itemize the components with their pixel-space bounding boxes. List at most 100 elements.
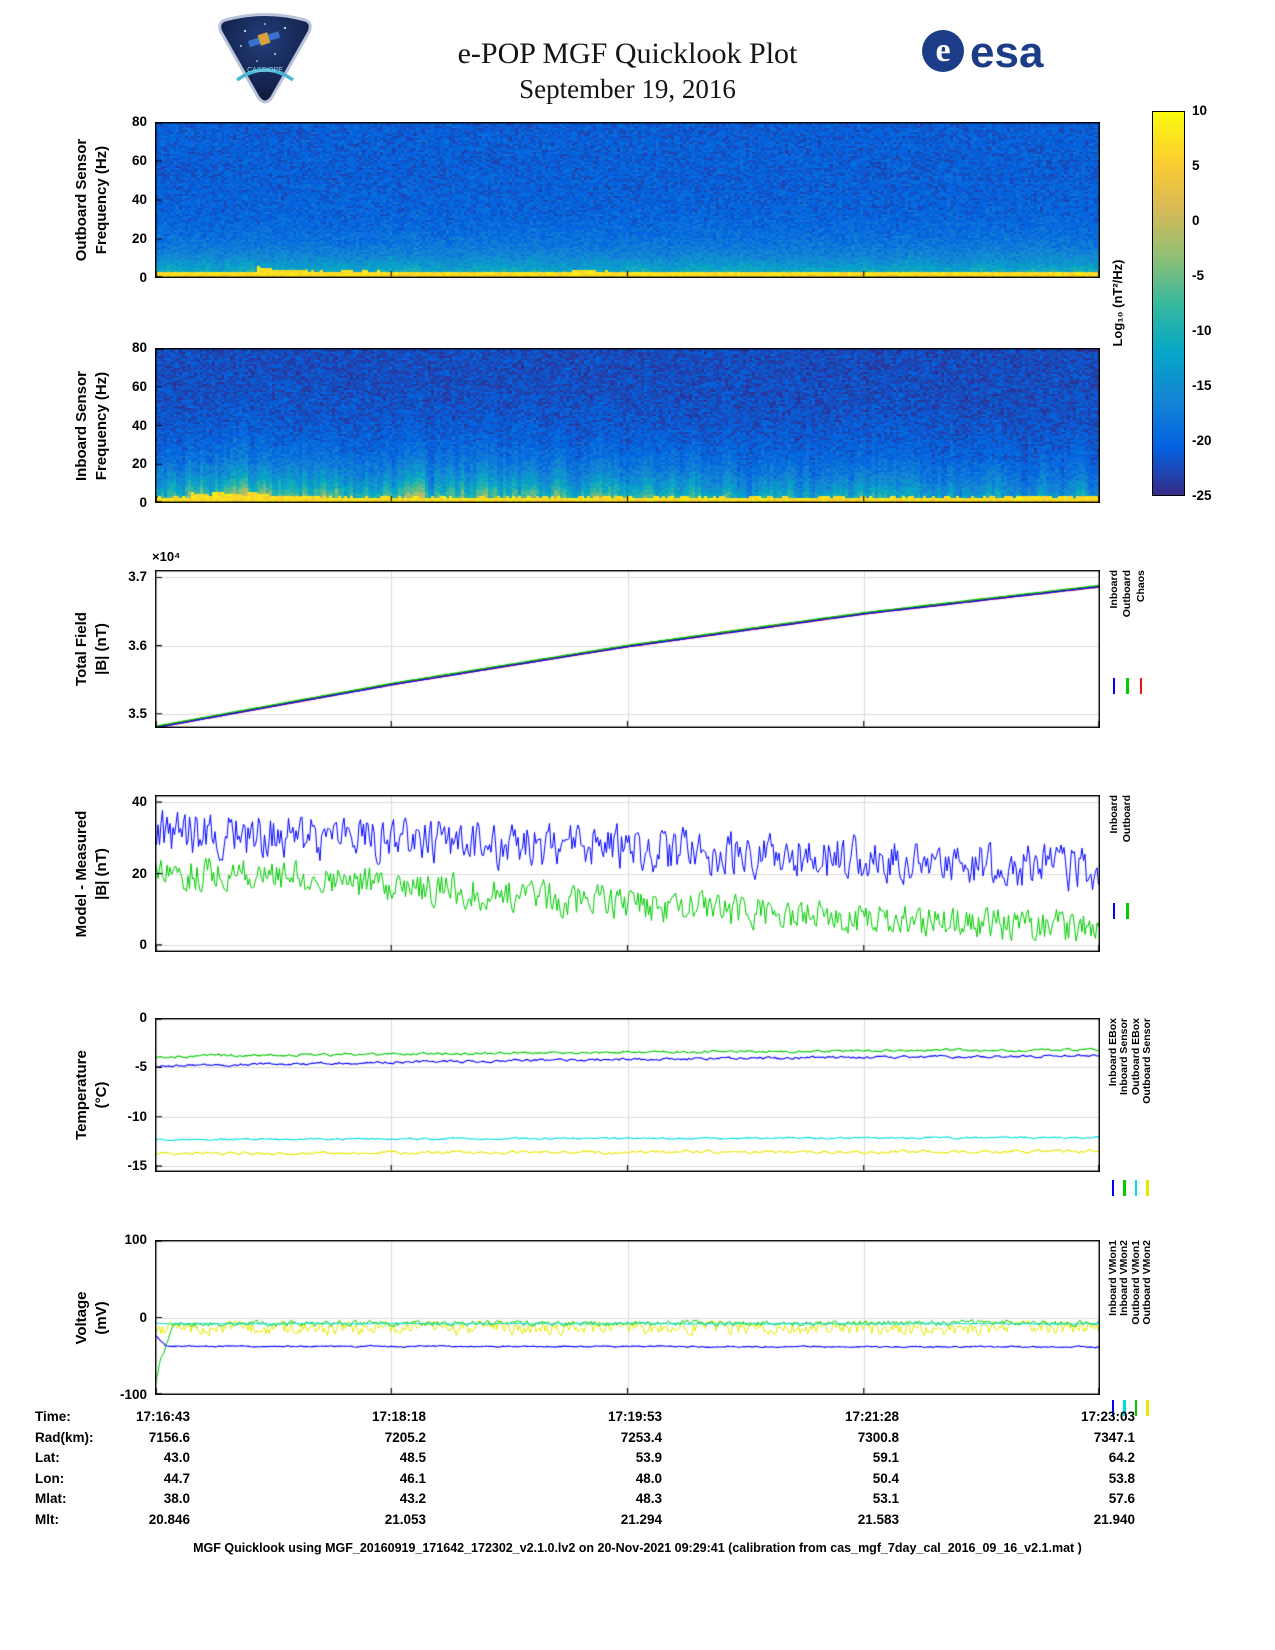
inboard-spectrogram-ytick: 60 bbox=[131, 378, 147, 394]
mission-name-text: CASSIOPE bbox=[247, 67, 283, 74]
footer-cell: 17:16:43 bbox=[135, 1409, 190, 1424]
footer-cell: 53.1 bbox=[872, 1491, 899, 1507]
footer-row-label: Lat: bbox=[35, 1450, 60, 1466]
temperature-plot bbox=[155, 1018, 1100, 1172]
outboard-spectrogram-ytick: 20 bbox=[131, 231, 147, 246]
voltage-ytick: 0 bbox=[139, 1309, 147, 1325]
legend-label: Outboard VMon1 bbox=[1129, 1240, 1142, 1325]
voltage-legend: Inboard VMon1 Inboard VMon2 Outboard VMon1… bbox=[1107, 1240, 1153, 1465]
footer-row-label: Lon: bbox=[35, 1470, 65, 1486]
footer-row-label: Time: bbox=[35, 1409, 71, 1424]
footer-cell: 21.294 bbox=[620, 1512, 662, 1527]
footer-cell: 64.2 bbox=[1108, 1450, 1135, 1466]
footer-cell: 7205.2 bbox=[384, 1429, 426, 1445]
model-minus-measured-panel bbox=[155, 795, 1100, 952]
total-field-legend: Inboard Outboard Chaos bbox=[1107, 570, 1148, 798]
legend-label: Inboard Sensor bbox=[1118, 1018, 1131, 1096]
legend-entry: Outboard VMon1 bbox=[1130, 1240, 1142, 1465]
footer-cell: 46.1 bbox=[399, 1470, 426, 1486]
voltage-panel bbox=[155, 1240, 1100, 1395]
footer-cell: 7347.1 bbox=[1093, 1429, 1135, 1445]
legend-entry: Inboard VMon2 bbox=[1118, 1240, 1130, 1465]
colorbar-tick: 5 bbox=[1192, 158, 1200, 173]
total-field-ytick: 3.6 bbox=[128, 637, 147, 653]
footer-cell: 20.846 bbox=[148, 1512, 190, 1527]
model-minus-measured-plot bbox=[155, 795, 1100, 952]
legend-color-dash bbox=[1146, 1180, 1149, 1196]
legend-color-dash bbox=[1111, 1180, 1114, 1196]
legend-entry: Outboard bbox=[1121, 570, 1135, 798]
outboard-spectrogram-ytick: 40 bbox=[131, 192, 147, 207]
colorbar-label-text: Log₁₀ (nT²/Hz) bbox=[1110, 259, 1125, 347]
outboard-spectrogram-ytick: 60 bbox=[131, 153, 147, 168]
colorbar-tick: -25 bbox=[1192, 488, 1212, 503]
footer-cell: 7300.8 bbox=[857, 1429, 899, 1445]
legend-entry: Inboard EBox bbox=[1107, 1018, 1119, 1242]
esa-wordmark: esa bbox=[970, 28, 1044, 77]
cassiope-patch-icon: CASSIOPE bbox=[218, 13, 312, 104]
outboard-spectrogram-ytick: 80 bbox=[131, 114, 147, 129]
satellite-icon bbox=[247, 31, 281, 48]
page-title: e-POP MGF Quicklook Plot bbox=[457, 37, 798, 70]
esa-globe-icon bbox=[922, 30, 964, 72]
inboard-spectrogram-plot bbox=[155, 348, 1100, 503]
temperature-ytick: -10 bbox=[127, 1108, 147, 1124]
footer-cell: 21.583 bbox=[857, 1512, 899, 1527]
footer-cell: 21.940 bbox=[1093, 1512, 1135, 1527]
model-minus-measured-ytick: 0 bbox=[139, 936, 147, 952]
footer-cell: 17:19:53 bbox=[607, 1409, 662, 1424]
footer-cell: 59.1 bbox=[872, 1450, 899, 1466]
legend-color-dash bbox=[1139, 678, 1142, 694]
model-minus-measured-ytick: 40 bbox=[131, 794, 147, 810]
legend-label: Inboard EBox bbox=[1106, 1018, 1119, 1087]
footer-cell: 44.7 bbox=[163, 1470, 190, 1486]
legend-label: Outboard bbox=[1121, 570, 1134, 618]
voltage-plot bbox=[155, 1240, 1100, 1395]
colorbar-tick: -5 bbox=[1192, 268, 1205, 283]
legend-entry: Inboard bbox=[1107, 795, 1121, 1022]
footer-cell: 7253.4 bbox=[620, 1429, 662, 1445]
total-field-plot bbox=[155, 570, 1100, 728]
footer-cell: 17:23:03 bbox=[1080, 1409, 1135, 1424]
legend-entry: Outboard EBox bbox=[1130, 1018, 1142, 1242]
inboard-spectrogram-panel bbox=[155, 348, 1100, 503]
legend-entry: Chaos bbox=[1134, 570, 1148, 798]
total-field-scale-label: ×10⁴ bbox=[152, 549, 181, 564]
temperature-ytick: -15 bbox=[127, 1158, 147, 1174]
footer-cell: 38.0 bbox=[163, 1491, 190, 1507]
title-block: e-POP MGF Quicklook Plot September 19, 2… bbox=[0, 36, 1255, 106]
legend-label: Chaos bbox=[1134, 570, 1147, 603]
inboard-spectrogram-ytick: 40 bbox=[131, 417, 147, 433]
footer-cell: 21.053 bbox=[384, 1512, 426, 1527]
total-field-panel bbox=[155, 570, 1100, 728]
inboard-spectrogram-ytick: 80 bbox=[131, 340, 147, 355]
footer-cell: 53.9 bbox=[635, 1450, 662, 1466]
footer-cell: 43.0 bbox=[163, 1450, 190, 1466]
legend-label: Outboard Sensor bbox=[1141, 1018, 1154, 1104]
total-field-ytick: 3.7 bbox=[128, 569, 147, 585]
temperature-panel bbox=[155, 1018, 1100, 1172]
footer-note: MGF Quicklook using MGF_20160919_171642_… bbox=[193, 1541, 1082, 1555]
legend-color-dash bbox=[1146, 1400, 1149, 1416]
voltage-ytick: -100 bbox=[119, 1387, 147, 1402]
inboard-spectrogram-ytick: 20 bbox=[131, 456, 147, 472]
legend-entry: Outboard Sensor bbox=[1141, 1018, 1154, 1242]
voltage-ytick: 100 bbox=[124, 1232, 147, 1247]
esa-logo-icon: e esa bbox=[922, 28, 1044, 77]
legend-color-dash bbox=[1134, 1180, 1137, 1196]
temperature-ytick: -5 bbox=[134, 1059, 147, 1075]
legend-entry: Inboard bbox=[1107, 570, 1121, 798]
footer-cell: 7156.6 bbox=[148, 1429, 190, 1445]
colorbar-tick: -15 bbox=[1192, 378, 1212, 393]
footer-cell: 50.4 bbox=[872, 1470, 899, 1486]
esa-globe-e: e bbox=[935, 32, 950, 69]
legend-color-dash bbox=[1126, 903, 1129, 919]
footer-row-label: Mlat: bbox=[35, 1491, 67, 1507]
footer-cell: 53.8 bbox=[1108, 1470, 1135, 1486]
colorbar-tick: 10 bbox=[1192, 103, 1208, 118]
legend-label: Outboard bbox=[1121, 795, 1134, 843]
footer-cell: 43.2 bbox=[399, 1491, 426, 1507]
legend-color-dash bbox=[1126, 678, 1129, 694]
page-date: September 19, 2016 bbox=[519, 74, 736, 104]
